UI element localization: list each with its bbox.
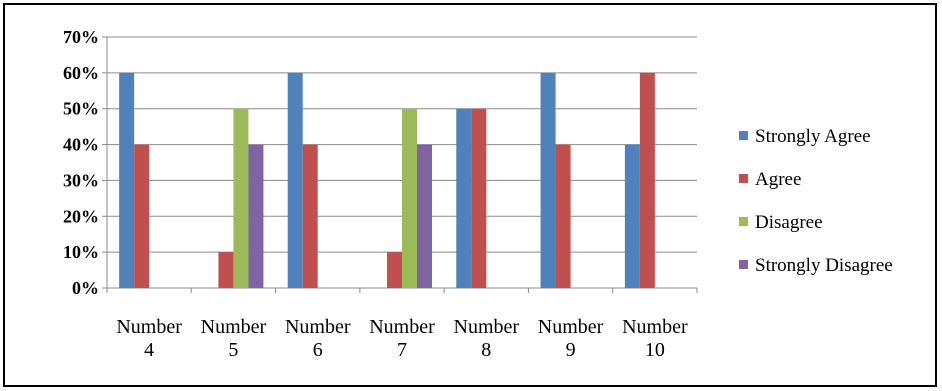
x-tick-label: Number	[116, 316, 182, 338]
legend-swatch	[739, 174, 748, 183]
y-tick-label: 60%	[63, 63, 99, 83]
bar	[233, 108, 249, 288]
bar	[119, 72, 135, 288]
bar	[624, 144, 640, 288]
bar	[555, 144, 571, 288]
bar	[540, 72, 556, 288]
legend-label: Strongly Disagree	[755, 255, 893, 276]
bar	[402, 108, 417, 288]
x-tick-label: Number	[454, 316, 520, 338]
y-tick-label: 0%	[72, 278, 99, 298]
legend-label: Strongly Agree	[755, 126, 871, 147]
bar	[639, 72, 655, 288]
legend-swatch	[739, 260, 748, 269]
x-tick-label: Number	[369, 316, 435, 338]
bar	[248, 144, 264, 288]
x-tick-label: 4	[144, 339, 154, 361]
y-tick-label: 40%	[63, 135, 99, 155]
y-tick-label: 70%	[63, 27, 99, 47]
x-tick-label: 10	[645, 339, 665, 361]
bar	[218, 252, 234, 288]
x-tick-label: Number	[285, 316, 351, 338]
bar	[134, 144, 150, 288]
bar	[417, 144, 432, 288]
x-tick-label: 5	[228, 339, 238, 361]
x-tick-label: Number	[622, 316, 688, 338]
x-tick-label: Number	[201, 316, 267, 338]
x-tick-label: Number	[538, 316, 604, 338]
x-tick-label: 6	[313, 339, 323, 361]
bar	[471, 108, 487, 288]
bar	[287, 72, 303, 288]
y-tick-label: 50%	[63, 99, 99, 119]
x-tick-label: 7	[397, 339, 407, 361]
y-tick-label: 20%	[63, 206, 99, 226]
x-tick-label: 8	[481, 339, 491, 361]
legend-label: Disagree	[755, 212, 823, 233]
bar	[456, 108, 472, 288]
legend-label: Agree	[755, 169, 801, 190]
y-tick-label: 10%	[63, 242, 99, 262]
bar	[387, 252, 402, 288]
legend-swatch	[739, 131, 748, 140]
legend-swatch	[739, 217, 748, 226]
x-tick-label: 9	[566, 339, 576, 361]
y-tick-label: 30%	[63, 170, 99, 190]
bar	[302, 144, 318, 288]
